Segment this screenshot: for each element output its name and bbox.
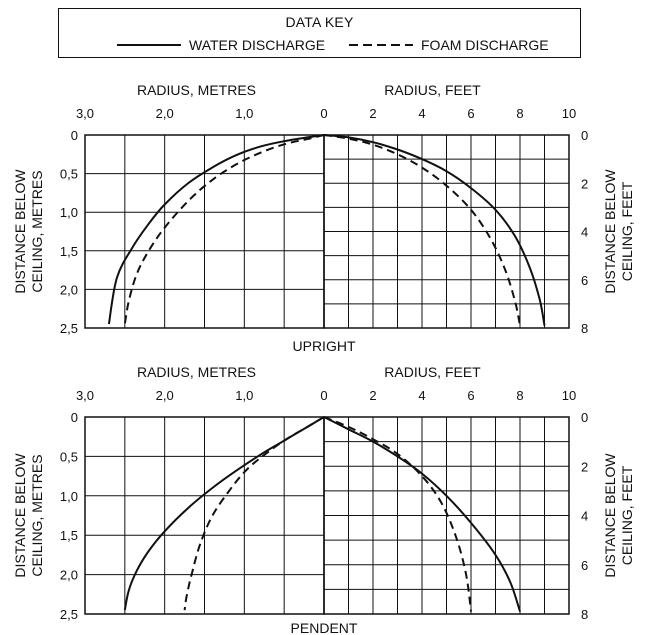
pendent-right-plot-frame — [323, 416, 570, 615]
upright-left-water-curve — [107, 134, 325, 325]
pendent-right-ytick-label: 6 — [581, 558, 588, 573]
upright-left-ytick-label: 2,0 — [60, 282, 78, 297]
pendent-right-xtick-label: 2 — [369, 388, 376, 403]
pendent-left-xtick-label: 3,0 — [76, 388, 94, 403]
pendent-left-ytick-label: 2,5 — [60, 607, 78, 622]
upright-left-ytick-label: 0,5 — [60, 167, 78, 182]
upright-right-xtick-label: 4 — [418, 106, 425, 121]
pendent-left-xtick-label: 0 — [320, 388, 327, 403]
upright-right-xtick-label: 8 — [516, 106, 523, 121]
upright-right-ylabel-line2: CEILING, FEET — [619, 181, 635, 281]
pendent-right-ytick-label: 0 — [581, 410, 588, 425]
upright-left-xtick-label: 0 — [320, 106, 327, 121]
pendent-left-xtick-label: 1,0 — [235, 388, 253, 403]
pendent-right-xtick-label: 4 — [418, 388, 425, 403]
upright-right-ytick-label: 2 — [581, 176, 588, 191]
upright-right-ytick-label: 6 — [581, 273, 588, 288]
upright-right-water-curve — [323, 134, 546, 326]
pendent-left-xtick-label: 2,0 — [156, 388, 174, 403]
upright-left-ylabel-line2: CEILING, METRES — [29, 170, 45, 292]
upright-left-xtick-label: 1,0 — [235, 106, 253, 121]
pendent-right-xtick-label: 6 — [467, 388, 474, 403]
upright-right-xlabel: RADIUS, FEET — [384, 82, 481, 98]
upright-right-xtick-label: 10 — [562, 106, 576, 121]
pendent-right-xtick-label: 10 — [562, 388, 576, 403]
pendent-left-ylabel-line2: CEILING, METRES — [29, 454, 45, 576]
pendent-chart-title: PENDENT — [291, 620, 358, 635]
pendent-right-xlabel: RADIUS, FEET — [384, 364, 481, 380]
upright-left-ylabel-line1: DISTANCE BELOW — [12, 169, 28, 294]
pendent-right-foam-curve — [323, 416, 472, 612]
upright-left-xtick-label: 3,0 — [76, 106, 94, 121]
upright-right-ytick-label: 0 — [581, 128, 588, 143]
pendent-left-ytick-label: 1,0 — [60, 489, 78, 504]
legend-dashed-line-swatch — [349, 44, 413, 46]
upright-left-ytick-label: 0 — [71, 128, 78, 143]
pendent-right-ylabel-line2: CEILING, FEET — [619, 465, 635, 565]
pendent-left-xlabel: RADIUS, METRES — [137, 364, 256, 380]
upright-right-ytick-label: 4 — [581, 225, 588, 240]
pendent-left-ylabel-line1: DISTANCE BELOW — [12, 453, 28, 578]
pendent-right-ytick-label: 8 — [581, 607, 588, 622]
legend-entry-water: WATER DISCHARGE — [117, 37, 325, 53]
pendent-left-ytick-label: 0 — [71, 410, 78, 425]
legend-label-foam: FOAM DISCHARGE — [421, 37, 549, 53]
pendent-right-ytick-label: 2 — [581, 459, 588, 474]
upright-left-ytick-label: 2,5 — [60, 321, 78, 336]
data-key-legend: DATA KEY WATER DISCHARGE FOAM DISCHARGE — [58, 8, 581, 58]
upright-chart-title: UPRIGHT — [293, 338, 356, 354]
pendent-left-ytick-label: 0,5 — [60, 449, 78, 464]
upright-left-xtick-label: 2,0 — [156, 106, 174, 121]
pendent-left-foam-curve — [183, 416, 325, 611]
legend-label-water: WATER DISCHARGE — [189, 37, 326, 53]
legend-title: DATA KEY — [285, 14, 354, 30]
legend-entry-foam: FOAM DISCHARGE — [349, 37, 549, 53]
pendent-left-ytick-label: 1,5 — [60, 528, 78, 543]
pendent-right-ylabel-line1: DISTANCE BELOW — [602, 453, 618, 578]
pendent-left-water-curve — [123, 416, 325, 611]
pendent-left-ytick-label: 2,0 — [60, 568, 78, 583]
pendent-right-ytick-label: 4 — [581, 509, 588, 524]
upright-right-foam-curve — [323, 134, 521, 326]
upright-right-ytick-label: 8 — [581, 321, 588, 336]
pendent-right-water-curve — [323, 416, 521, 612]
upright-right-xtick-label: 2 — [369, 106, 376, 121]
upright-left-ytick-label: 1,5 — [60, 244, 78, 259]
upright-left-ytick-label: 1,0 — [60, 205, 78, 220]
upright-left-xlabel: RADIUS, METRES — [137, 82, 256, 98]
upright-right-plot-frame — [323, 134, 570, 329]
pendent-right-xtick-label: 8 — [516, 388, 523, 403]
upright-left-foam-curve — [123, 134, 325, 325]
upright-right-ylabel-line1: DISTANCE BELOW — [602, 169, 618, 294]
upright-right-xtick-label: 6 — [467, 106, 474, 121]
legend-solid-line-swatch — [117, 44, 181, 46]
